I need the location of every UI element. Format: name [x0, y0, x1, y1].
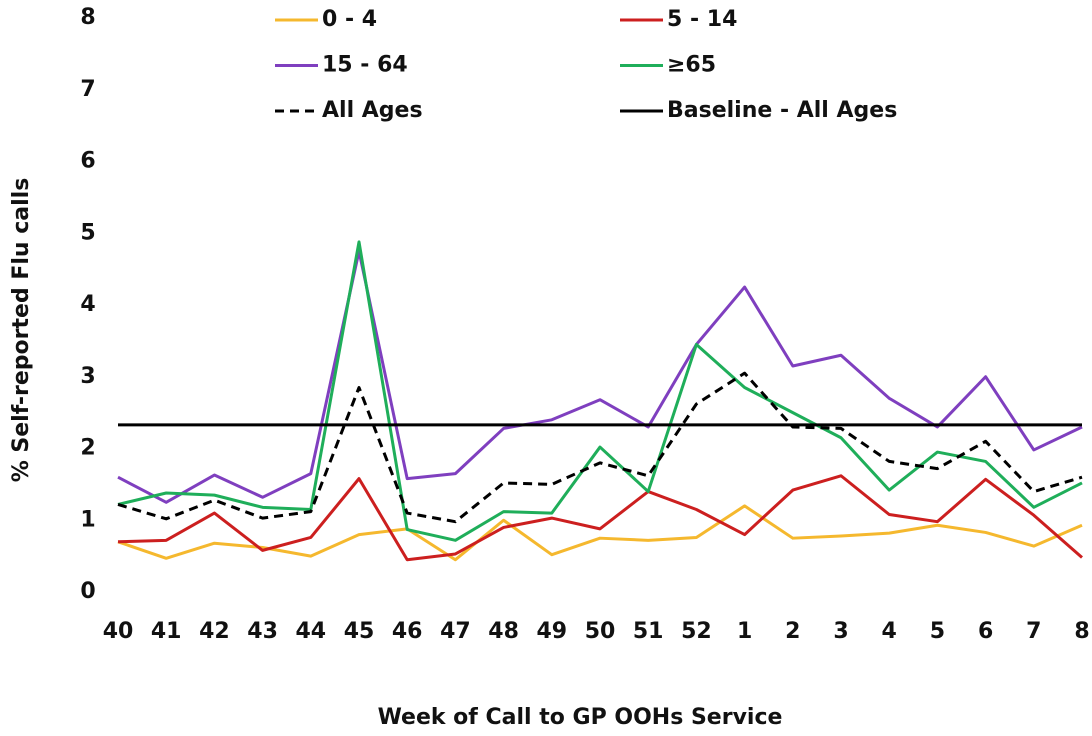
y-tick-label: 1	[80, 507, 95, 532]
x-tick-label: 50	[585, 619, 616, 644]
legend-label: 0 - 4	[322, 7, 377, 32]
y-tick-label: 4	[80, 292, 95, 317]
x-tick-label: 46	[392, 619, 423, 644]
x-tick-label: 52	[681, 619, 712, 644]
x-tick-label: 41	[151, 619, 182, 644]
series-line	[117, 474, 1083, 562]
y-tick-label: 0	[80, 579, 95, 604]
x-tick-label: 7	[1026, 619, 1041, 644]
x-tick-label: 42	[199, 619, 230, 644]
y-tick-label: 8	[80, 5, 95, 30]
series-line	[117, 504, 1083, 562]
y-axis-label: % Self-reported Flu calls	[9, 178, 34, 483]
legend-label: All Ages	[322, 98, 423, 123]
legend-label: Baseline - All Ages	[667, 98, 897, 123]
y-tick-label: 5	[80, 220, 95, 245]
x-tick-label: 45	[344, 619, 375, 644]
x-tick-label: 47	[440, 619, 471, 644]
x-tick-label: 5	[930, 619, 945, 644]
x-tick-label: 44	[295, 619, 326, 644]
x-tick-label: 49	[536, 619, 567, 644]
legend-label: 15 - 64	[322, 53, 408, 78]
x-tick-label: 40	[103, 619, 134, 644]
x-tick-label: 1	[737, 619, 752, 644]
y-tick-label: 2	[80, 436, 95, 461]
x-tick-label: 43	[247, 619, 278, 644]
y-tick-label: 3	[80, 364, 95, 389]
x-axis-label: Week of Call to GP OOHs Service	[378, 705, 783, 730]
x-tick-label: 6	[978, 619, 993, 644]
series-line	[117, 249, 1083, 504]
legend-label: ≥65	[667, 53, 716, 78]
legend-label: 5 - 14	[667, 7, 737, 32]
x-tick-label: 4	[882, 619, 897, 644]
x-tick-label: 8	[1074, 619, 1089, 644]
y-tick-label: 6	[80, 149, 95, 174]
series-line	[117, 240, 1083, 542]
x-tick-label: 48	[488, 619, 519, 644]
x-tick-label: 2	[785, 619, 800, 644]
series-line	[117, 371, 1083, 524]
x-tick-label: 3	[833, 619, 848, 644]
y-tick-label: 7	[80, 77, 95, 102]
x-tick-label: 51	[633, 619, 664, 644]
